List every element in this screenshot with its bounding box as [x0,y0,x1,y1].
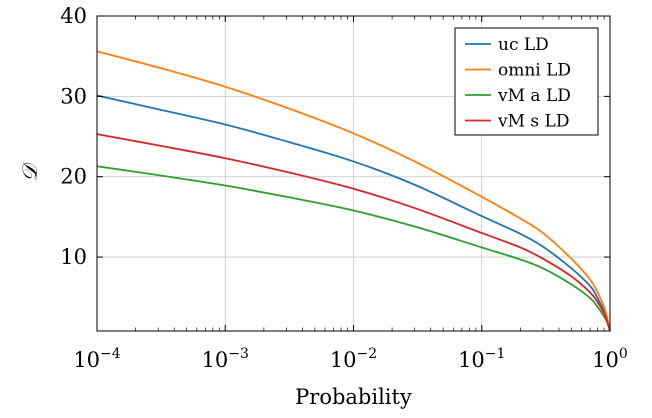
series-line-vm-a-ld [96,165,611,332]
legend-label: vM a LD [497,86,571,106]
series-line-uc-ld [96,94,611,332]
series-line-vm-s-ld [96,133,611,332]
x-tick-label: 10−3 [202,346,249,372]
x-tick-label: 100 [592,346,628,372]
y-tick-label: 10 [60,245,87,269]
series-lines [96,50,611,332]
major-ticks [96,15,611,331]
legend-box [454,27,599,136]
legend-label: vM s LD [497,112,569,132]
y-tick-label: 20 [60,165,87,189]
x-tick-label: 10−4 [73,346,120,372]
y-tick-labels: 10 20 30 40 [60,4,87,269]
x-tick-labels: 10−4 10−3 10−2 10−1 100 [73,346,628,372]
x-axis-label: Probability [295,385,412,409]
y-tick-label: 30 [60,84,87,108]
series-line-omni-ld [96,50,611,332]
x-tick-label: 10−2 [330,346,377,372]
legend: uc LD omni LD vM a LD vM s LD [454,27,599,136]
legend-label: omni LD [498,61,571,81]
y-tick-label: 40 [60,4,87,28]
y-axis-label: 𝒟 [18,161,42,182]
x-tick-label: 10−1 [458,346,505,372]
minor-ticks [135,16,605,331]
legend-label: uc LD [498,35,549,55]
